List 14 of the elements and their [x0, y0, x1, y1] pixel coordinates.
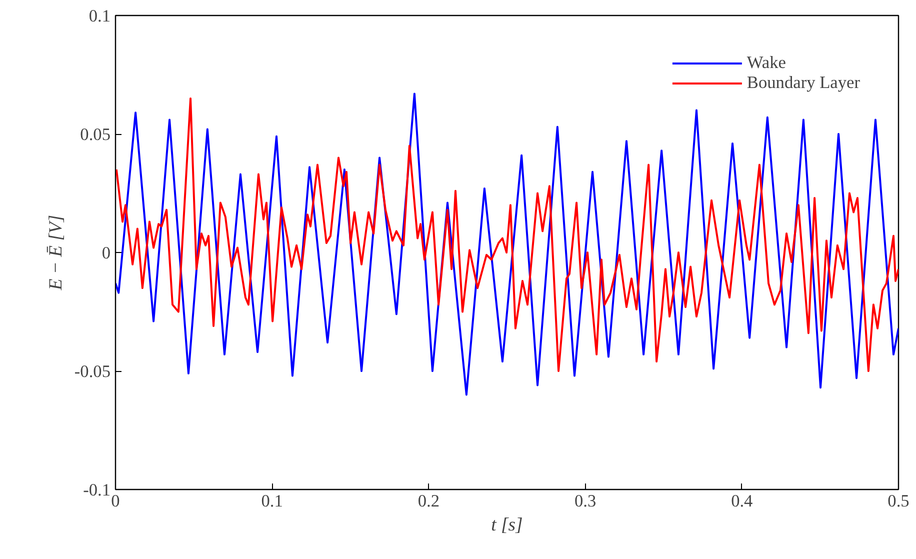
y-tick-label: -0.1: [83, 480, 111, 500]
y-tick-label: -0.05: [74, 362, 111, 381]
x-tick-label: 0.1: [261, 492, 283, 510]
y-tick-label: 0: [102, 244, 111, 262]
y-axis-title: E − Ē [V]: [45, 214, 66, 292]
x-tick-label: 0.4: [731, 492, 754, 510]
y-tick-label: 0.1: [88, 6, 111, 26]
x-tick-label: 0.2: [418, 492, 440, 510]
y-tick-label: 0.05: [80, 125, 111, 144]
x-tick-label: 0.3: [574, 492, 596, 510]
legend-label: Boundary Layer: [746, 73, 860, 93]
x-tick-label: 0.5: [888, 492, 910, 510]
legend-label: Wake: [746, 53, 786, 73]
x-axis-title: t [s]: [491, 514, 523, 536]
